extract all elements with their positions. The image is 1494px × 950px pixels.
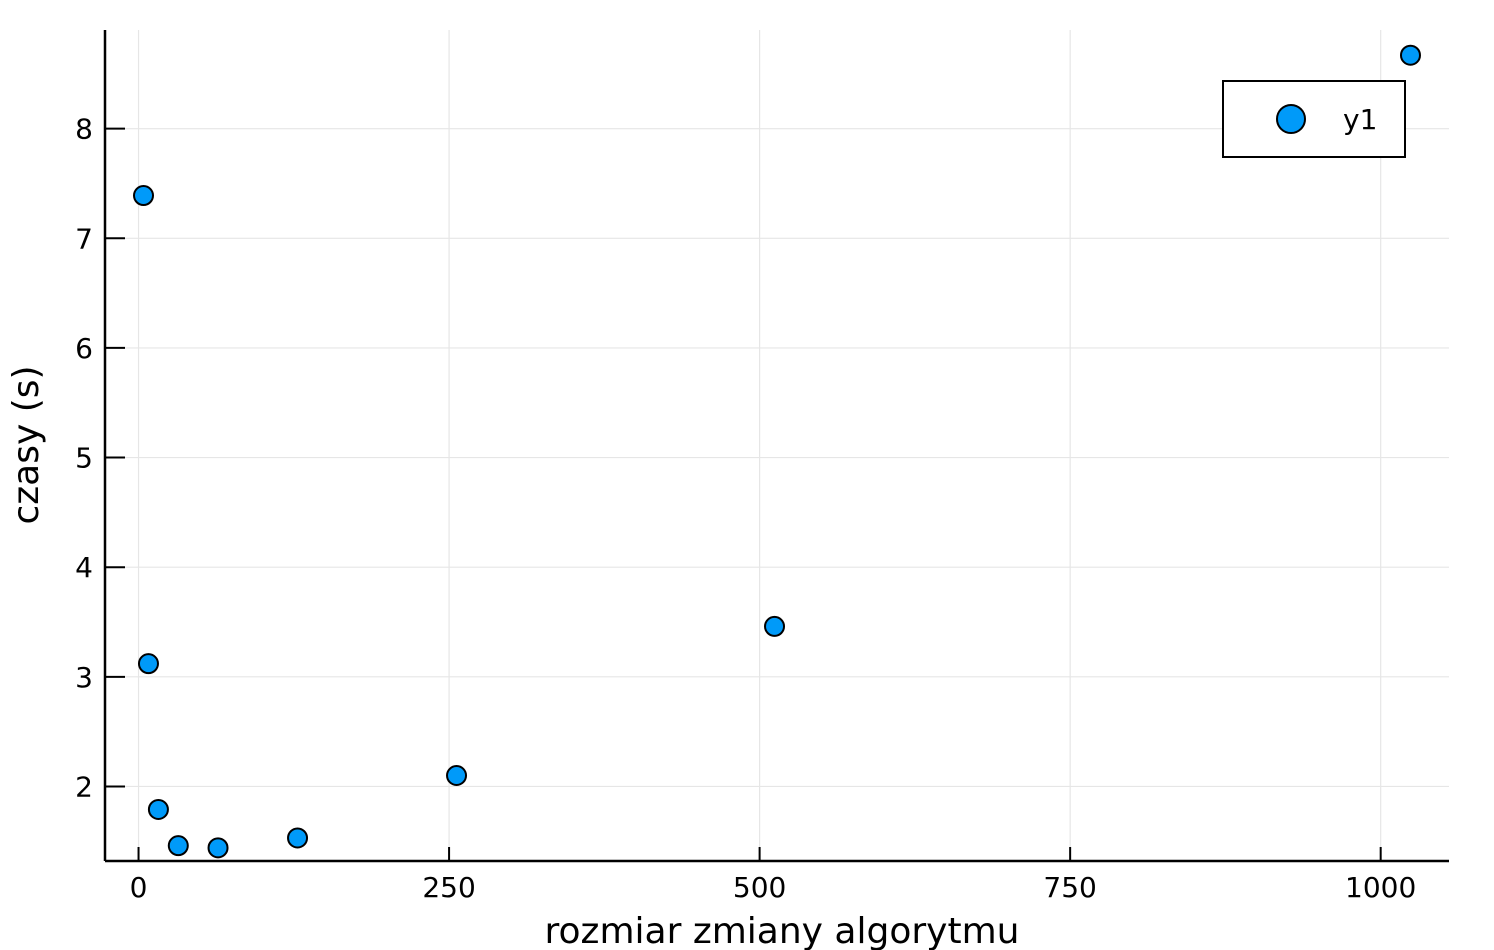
x-tick-label: 0 xyxy=(130,871,148,904)
data-point xyxy=(137,653,159,675)
y-tick-label: 8 xyxy=(75,113,93,146)
y-tick-label: 2 xyxy=(75,770,93,803)
data-point xyxy=(1399,44,1421,66)
data-point xyxy=(446,764,468,786)
x-axis-title: rozmiar zmiany algorytmu xyxy=(545,911,1020,950)
y-tick-label: 7 xyxy=(75,222,93,255)
legend-box xyxy=(1222,80,1406,158)
x-tick-label: 1000 xyxy=(1345,871,1416,904)
x-tick-label: 500 xyxy=(733,871,786,904)
x-tick-label: 750 xyxy=(1043,871,1096,904)
tick-marks xyxy=(105,127,1382,861)
data-points xyxy=(133,44,1421,859)
y-tick-label: 6 xyxy=(75,332,93,365)
y-tick-label: 5 xyxy=(75,442,93,475)
grid-lines xyxy=(105,30,1449,861)
y-axis-title: czasy (s) xyxy=(6,365,47,524)
legend-marker xyxy=(1276,104,1306,134)
data-point xyxy=(133,185,155,207)
data-point xyxy=(167,835,189,857)
data-point xyxy=(147,798,169,820)
y-tick-label: 3 xyxy=(75,661,93,694)
legend: y1 xyxy=(1222,80,1406,158)
x-tick-label: 250 xyxy=(422,871,475,904)
data-point xyxy=(287,827,309,849)
legend-label-y1: y1 xyxy=(1343,103,1377,136)
y-tick-label: 4 xyxy=(75,551,93,584)
axes xyxy=(103,30,1449,863)
data-point xyxy=(764,615,786,637)
tick-labels: 0 250 500 750 1000 2 3 4 5 6 7 8 xyxy=(75,113,1416,904)
data-point xyxy=(207,837,229,859)
